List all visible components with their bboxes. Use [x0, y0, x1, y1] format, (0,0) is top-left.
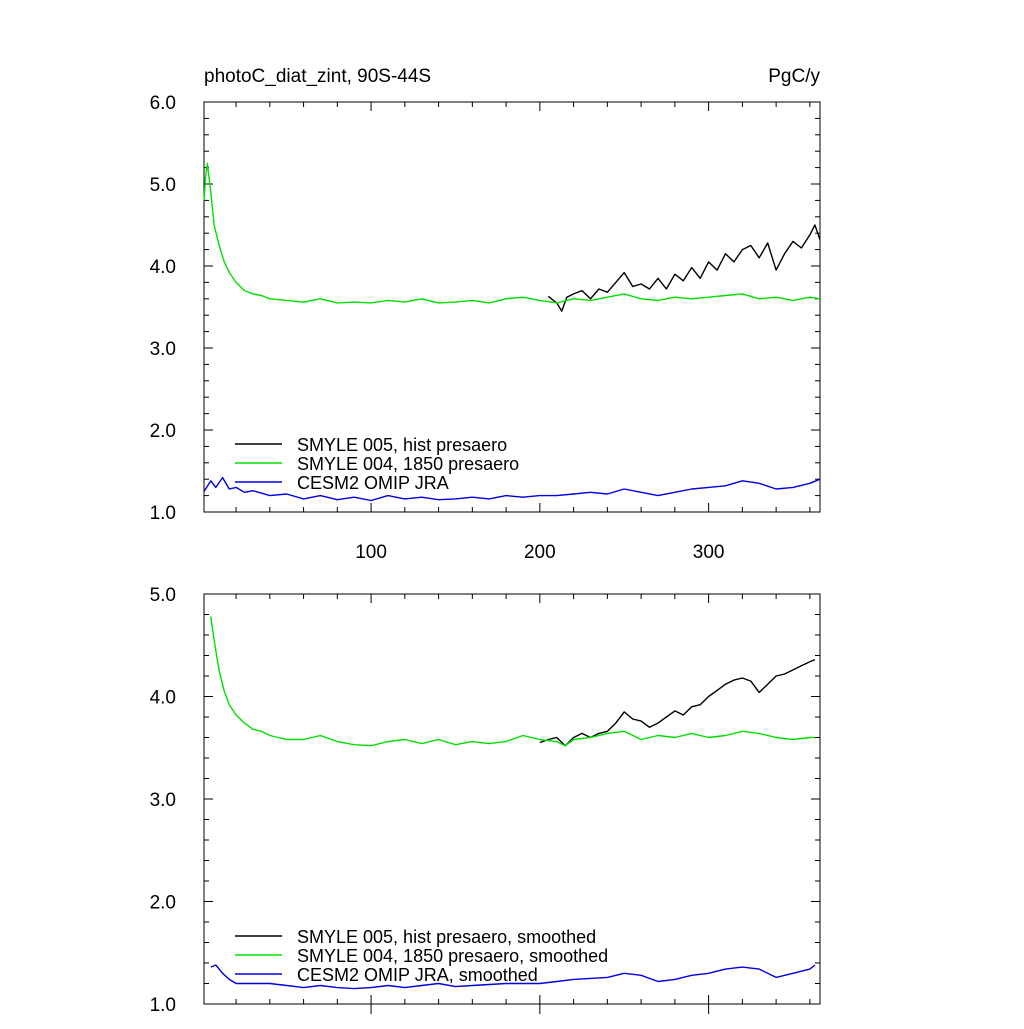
series-line-1 [547, 224, 821, 312]
y-tick-label: 4.0 [150, 688, 176, 709]
legend-label-1: SMYLE 005, hist presaero, smoothed [297, 927, 596, 947]
y-tick-label: 6.0 [150, 93, 176, 114]
y-tick-label: 2.0 [150, 893, 176, 914]
bottom-panel: 1.0 2.0 3.0 4.0 5.0 SMYLE 005, hist presaero,… [150, 585, 821, 1016]
y-tick-label: 4.0 [150, 257, 176, 278]
y-tick-label: 5.0 [150, 175, 176, 196]
top-panel: photoC_diat_zint, 90S-44S PgC/y 1.0 2.0 3.… [150, 66, 821, 563]
legend-label-1: SMYLE 005, hist presaero [297, 435, 507, 455]
legend-label-2: SMYLE 004, 1850 presaero, smoothed [297, 946, 608, 966]
chart-title: photoC_diat_zint, 90S-44S [204, 66, 431, 87]
units-label: PgC/y [768, 66, 820, 87]
y-tick-label: 2.0 [150, 421, 176, 442]
series-line-1 [539, 658, 816, 747]
y-tick-label: 3.0 [150, 339, 176, 360]
y-tick-label: 1.0 [150, 995, 176, 1016]
legend-label-3: CESM2 OMIP JRA [297, 473, 449, 493]
y-tick-label: 5.0 [150, 585, 176, 606]
series-line-3 [203, 476, 821, 502]
series-line-2 [210, 616, 815, 747]
y-tick-label: 1.0 [150, 503, 176, 524]
x-tick-label: 100 [355, 542, 387, 563]
series-line-3 [210, 964, 816, 990]
legend-label-2: SMYLE 004, 1850 presaero [297, 454, 519, 474]
x-tick-label: 300 [693, 542, 725, 563]
x-tick-label: 200 [524, 542, 556, 563]
series-line-2 [203, 162, 821, 304]
y-tick-label: 3.0 [150, 790, 176, 811]
plot-frame [203, 101, 821, 513]
legend-label-3: CESM2 OMIP JRA, smoothed [297, 965, 538, 985]
